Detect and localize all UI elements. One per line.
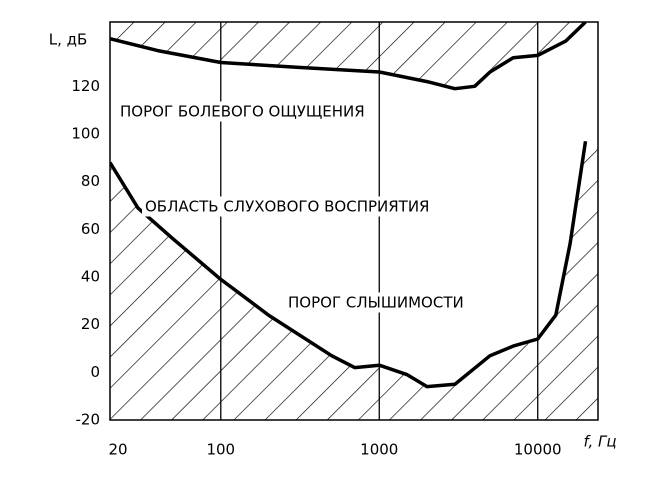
x-axis-label: f, Гц xyxy=(583,433,616,451)
plot-frame xyxy=(109,21,599,421)
annotation: ПОРОГ БОЛЕВОГО ОЩУЩЕНИЯ xyxy=(120,103,365,121)
y-tick-label: 60 xyxy=(81,220,100,238)
annotation-bg xyxy=(117,101,368,122)
annotation: ОБЛАСТЬ СЛУХОВОГО ВОСПРИЯТИЯ xyxy=(145,198,429,216)
x-tick-label: 10000 xyxy=(514,441,562,459)
x-tick-label: 20 xyxy=(108,441,127,459)
y-tick-label: 100 xyxy=(71,125,100,143)
curve xyxy=(110,140,588,389)
y-tick-label: 120 xyxy=(71,77,100,95)
y-tick-label: 40 xyxy=(81,268,100,286)
x-tick-label: 1000 xyxy=(360,441,398,459)
annotation: ПОРОГ СЛЫШИМОСТИ xyxy=(288,294,464,312)
hatched-region xyxy=(110,141,598,420)
x-tick-label: 100 xyxy=(206,441,235,459)
y-tick-label: 0 xyxy=(90,363,100,381)
y-tick-label: 20 xyxy=(81,315,100,333)
annotation-bg xyxy=(285,292,467,313)
hatched-region xyxy=(110,22,598,89)
plot-area xyxy=(110,22,598,420)
y-axis-label: L, дБ xyxy=(49,31,88,49)
annotation-bg xyxy=(142,196,433,217)
y-tick-label: 80 xyxy=(81,172,100,190)
y-tick-label: -20 xyxy=(76,411,101,429)
curve xyxy=(110,22,587,91)
